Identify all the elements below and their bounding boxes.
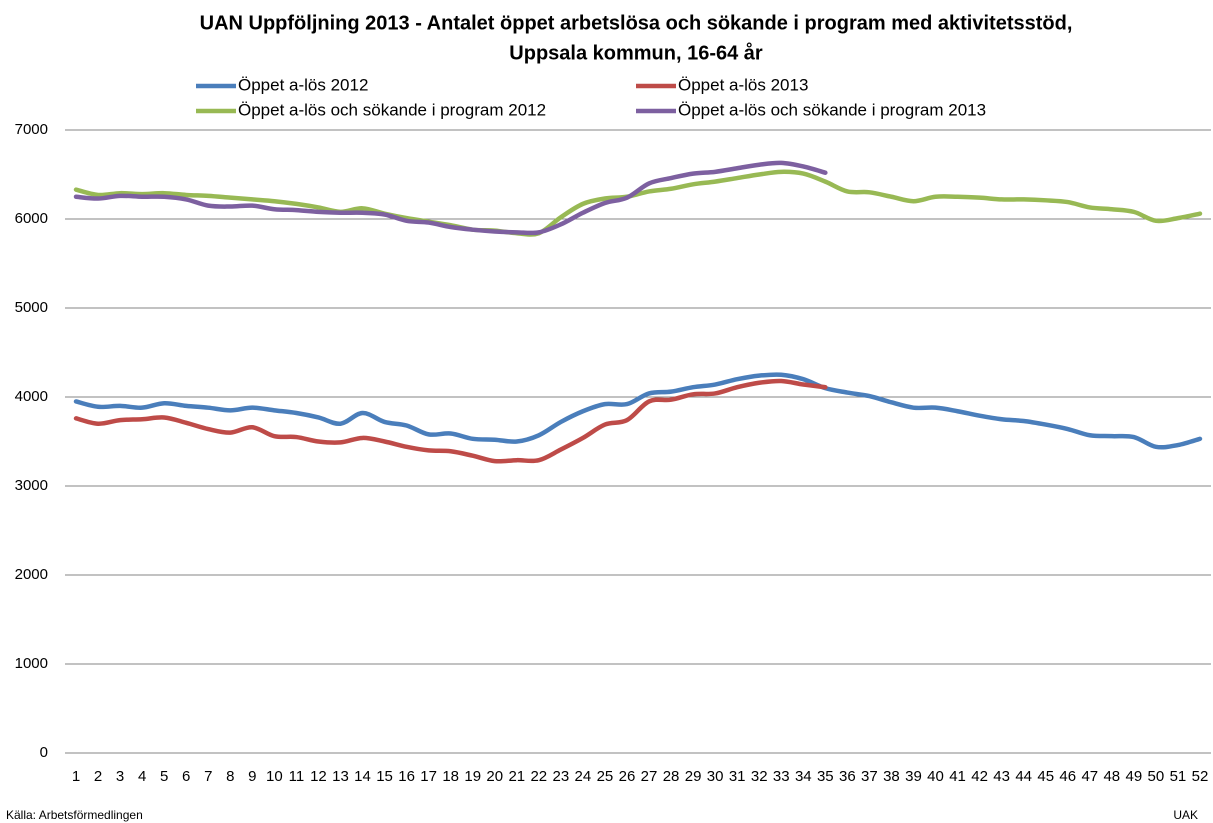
x-tick-label: 37 <box>861 768 878 785</box>
x-tick-label: 41 <box>949 768 966 785</box>
x-tick-label: 19 <box>464 768 481 785</box>
legend-label: Öppet a-lös 2012 <box>238 75 368 94</box>
x-tick-label: 11 <box>289 768 305 785</box>
y-tick-label: 2000 <box>15 566 48 583</box>
x-tick-label: 38 <box>883 768 900 785</box>
x-tick-label: 34 <box>795 768 812 785</box>
x-tick-label: 28 <box>663 768 680 785</box>
x-tick-label: 31 <box>729 768 746 785</box>
x-tick-label: 45 <box>1037 768 1054 785</box>
x-tick-label: 9 <box>248 768 256 785</box>
x-tick-label: 18 <box>442 768 459 785</box>
x-tick-label: 23 <box>553 768 570 785</box>
x-tick-label: 12 <box>310 768 327 785</box>
x-tick-label: 8 <box>226 768 234 785</box>
x-tick-label: 33 <box>773 768 790 785</box>
y-tick-label: 7000 <box>15 121 48 138</box>
y-tick-label: 3000 <box>15 477 48 494</box>
x-tick-label: 50 <box>1148 768 1165 785</box>
x-tick-label: 32 <box>751 768 768 785</box>
x-tick-label: 25 <box>597 768 614 785</box>
x-tick-label: 42 <box>971 768 988 785</box>
x-tick-label: 1 <box>72 768 80 785</box>
y-tick-label: 5000 <box>15 299 48 316</box>
y-tick-label: 4000 <box>15 388 48 405</box>
y-tick-label: 6000 <box>15 210 48 227</box>
x-tick-label: 10 <box>266 768 283 785</box>
x-tick-label: 6 <box>182 768 190 785</box>
x-tick-label: 51 <box>1170 768 1187 785</box>
line-series <box>73 378 828 464</box>
x-tick-label: 48 <box>1103 768 1120 785</box>
x-tick-label: 13 <box>332 768 349 785</box>
x-tick-label: 49 <box>1126 768 1143 785</box>
legend-label: Öppet a-lös 2013 <box>678 75 808 94</box>
x-tick-label: 40 <box>927 768 944 785</box>
x-tick-label: 39 <box>905 768 922 785</box>
x-tick-label: 30 <box>707 768 724 785</box>
x-tick-label: 7 <box>204 768 212 785</box>
y-tick-label: 0 <box>40 744 48 761</box>
x-tick-label: 4 <box>138 768 146 785</box>
legend-label: Öppet a-lös och sökande i program 2013 <box>678 100 986 119</box>
x-tick-label: 2 <box>94 768 102 785</box>
line-series <box>73 372 1203 450</box>
chart-title: UAN Uppföljning 2013 - Antalet öppet arb… <box>200 12 1073 34</box>
x-tick-label: 43 <box>993 768 1010 785</box>
x-tick-label: 24 <box>575 768 592 785</box>
x-tick-label: 29 <box>685 768 702 785</box>
x-tick-label: 36 <box>839 768 856 785</box>
line-series <box>73 169 1203 237</box>
x-tick-label: 14 <box>354 768 371 785</box>
x-tick-label: 3 <box>116 768 124 785</box>
source-note: Källa: Arbetsförmedlingen <box>6 808 143 822</box>
x-tick-label: 17 <box>420 768 437 785</box>
line-series <box>73 160 828 236</box>
x-tick-label: 47 <box>1081 768 1098 785</box>
x-tick-label: 27 <box>641 768 658 785</box>
x-tick-label: 22 <box>530 768 547 785</box>
x-tick-label: 35 <box>817 768 834 785</box>
x-tick-label: 52 <box>1192 768 1209 785</box>
y-tick-label: 1000 <box>15 655 48 672</box>
x-tick-label: 16 <box>398 768 415 785</box>
x-tick-label: 46 <box>1059 768 1076 785</box>
x-tick-label: 26 <box>619 768 636 785</box>
chart-title: Uppsala kommun, 16-64 år <box>509 41 763 64</box>
x-tick-label: 44 <box>1015 768 1032 785</box>
legend-label: Öppet a-lös och sökande i program 2012 <box>238 100 546 119</box>
x-tick-label: 15 <box>376 768 393 785</box>
x-tick-label: 5 <box>160 768 168 785</box>
x-tick-label: 21 <box>508 768 525 785</box>
x-tick-label: 20 <box>486 768 503 785</box>
credit-note: UAK <box>1173 808 1198 822</box>
